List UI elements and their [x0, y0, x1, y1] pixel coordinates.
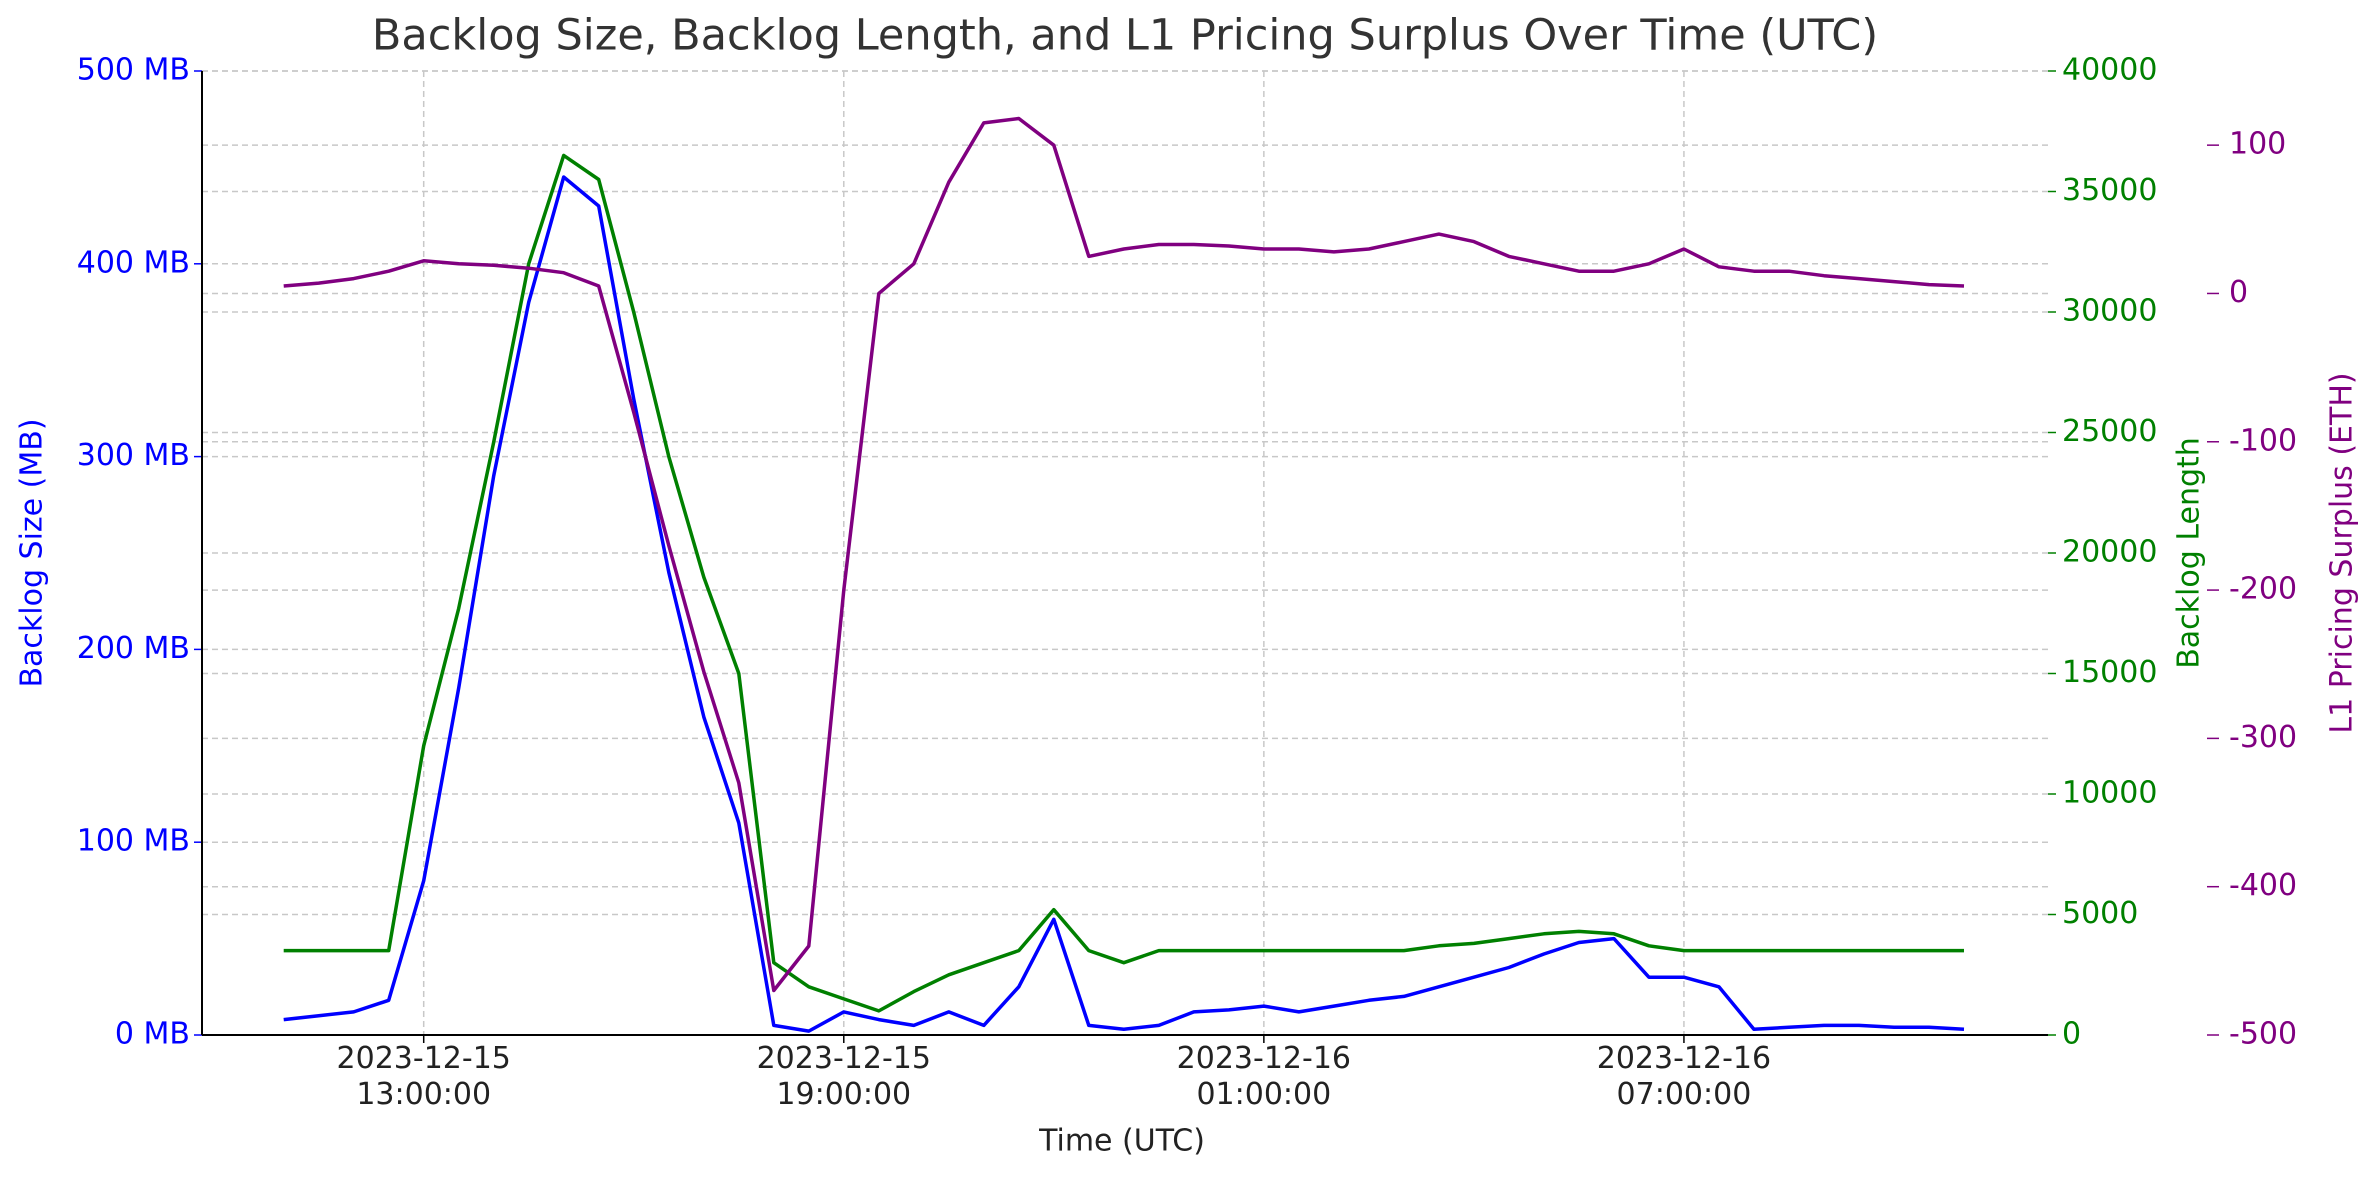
y3-tick-label: -400 — [2229, 868, 2297, 903]
y2-tick-label: 10000 — [2062, 776, 2157, 811]
y3-axis-label: L1 Pricing Surplus (ETH) — [2325, 372, 2360, 733]
y2-tick-label: 40000 — [2062, 53, 2157, 88]
y3-tick-label: -500 — [2229, 1017, 2297, 1052]
series-line — [283, 116, 1965, 993]
x-tick-label: 2023-12-16 01:00:00 — [1176, 1041, 1352, 1112]
x-tick-label: 2023-12-15 13:00:00 — [336, 1041, 511, 1112]
chart-title: Backlog Size, Backlog Length, and L1 Pri… — [372, 11, 1878, 61]
y-tick-label: 300 MB — [77, 438, 190, 473]
y2-tick-label: 0 — [2062, 1017, 2081, 1052]
y3-tick-label: -200 — [2229, 572, 2297, 607]
y3-tick-label: 100 — [2229, 127, 2286, 162]
y3-tick-label: 0 — [2229, 275, 2248, 310]
x-tick-label: 2023-12-16 07:00:00 — [1596, 1041, 1772, 1112]
y2-tick-label: 30000 — [2062, 294, 2157, 329]
y-tick-label: 0 MB — [115, 1017, 190, 1052]
x-tick-label: 2023-12-15 19:00:00 — [756, 1041, 931, 1112]
y2-tick-label: 5000 — [2062, 896, 2138, 931]
y-tick-label: 200 MB — [77, 631, 190, 666]
y3-tick-label: -300 — [2229, 720, 2297, 755]
y-axis-label: Backlog Size (MB) — [15, 418, 50, 687]
y-tick-label: 400 MB — [77, 245, 190, 280]
y2-axis-label: Backlog Length — [2172, 437, 2207, 669]
series-line — [283, 153, 1964, 1013]
x-axis-label: Time (UTC) — [1038, 1124, 1205, 1159]
y-tick-label: 100 MB — [77, 824, 190, 859]
series-line — [283, 175, 1965, 1033]
y2-tick-label: 35000 — [2062, 173, 2157, 208]
y2-tick-label: 20000 — [2062, 535, 2157, 570]
y3-tick-label: -100 — [2229, 423, 2297, 458]
y-tick-label: 500 MB — [77, 53, 190, 88]
y2-tick-label: 25000 — [2062, 414, 2157, 449]
y2-tick-label: 15000 — [2062, 655, 2157, 690]
